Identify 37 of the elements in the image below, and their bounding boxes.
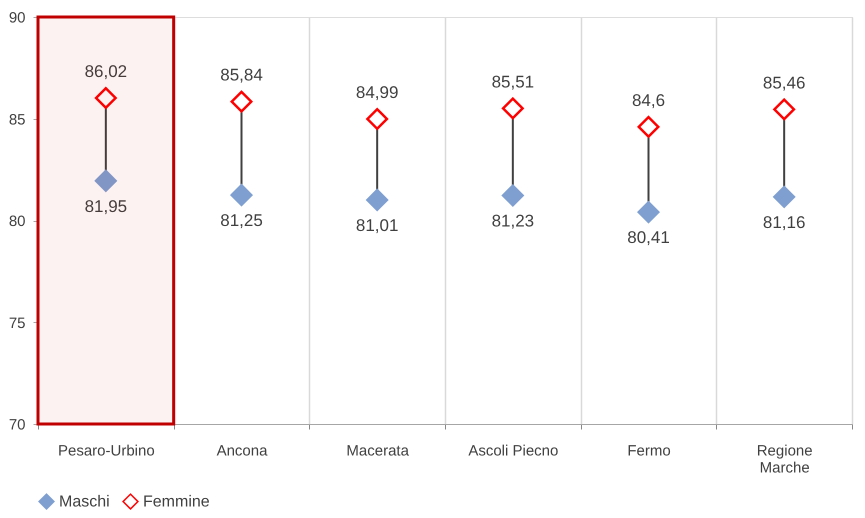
point [366,108,388,130]
y-tick-label: 70 [8,416,26,434]
data-label: 81,95 [84,196,128,216]
data-label: 81,16 [762,212,806,232]
point [502,184,524,206]
data-label: 80,41 [627,228,670,248]
data-label: 81,01 [356,216,398,235]
data-label: 86,02 [84,62,128,81]
y-tick-label: 75 [8,314,26,332]
point [94,86,117,109]
point [502,97,524,120]
data-label: 84,6 [632,90,666,110]
x-tick-label: Fermo [627,442,671,460]
y-tick-label: 80 [8,213,26,230]
x-tick-label: Ascoli Piecno [468,442,558,460]
x-tick-label: Ancona [216,442,268,460]
data-label: 81,23 [492,211,534,230]
data-label: 85,84 [220,66,263,85]
point [94,170,117,192]
point [230,90,252,113]
data-label: 84,99 [356,82,398,102]
x-tick-label: Pesaro-Urbino [58,442,155,460]
point [230,184,252,206]
legend-label: Femmine [143,494,210,511]
x-tick-label: Regione Marche [756,442,813,476]
point [773,98,796,120]
y-tick-label: 85 [8,111,26,128]
data-label: 85,46 [762,73,806,92]
data-label: 85,51 [492,72,534,92]
point [638,116,660,138]
point [366,188,388,211]
point [773,186,796,208]
y-tick-label: 90 [8,10,26,26]
x-tick-label: Macerata [346,442,410,460]
data-label: 81,25 [220,211,263,230]
point [638,201,660,224]
legend-label: Maschi [59,494,110,511]
